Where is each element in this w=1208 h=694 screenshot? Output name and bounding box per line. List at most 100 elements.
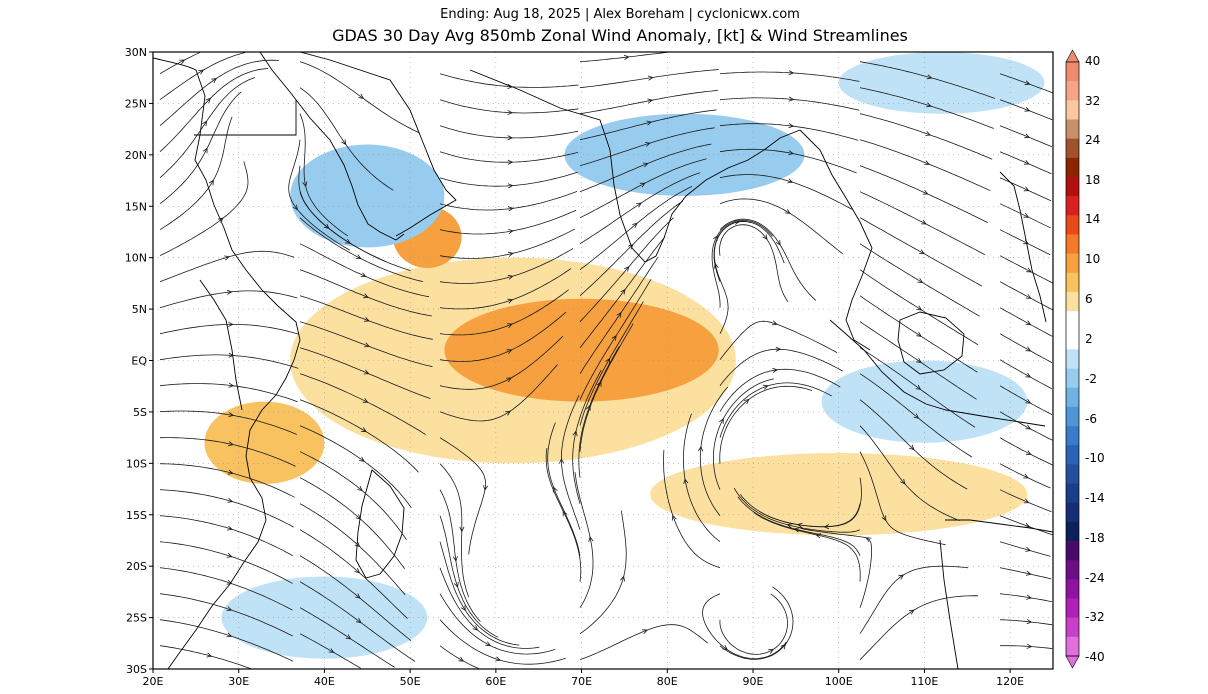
streamline [299, 269, 432, 317]
colorbar-label: 6 [1085, 292, 1093, 306]
streamline [859, 269, 979, 346]
lat-tick-label: 5S [133, 406, 147, 419]
streamline-arrow [768, 649, 774, 654]
lat-tick-label: 5N [132, 303, 147, 316]
streamline [579, 301, 644, 426]
streamline-arrow [206, 652, 213, 658]
lon-tick-label: 40E [314, 675, 335, 688]
colorbar-label: 2 [1085, 332, 1093, 346]
streamline-arrow [642, 162, 649, 168]
colorbar-swatch [1066, 311, 1079, 331]
borneo-coast [897, 311, 965, 375]
streamline [159, 619, 294, 662]
lat-tick-label: EQ [131, 355, 147, 368]
streamline-arrow [647, 98, 654, 104]
streamline-arrow [507, 159, 514, 165]
streamline-arrow [605, 357, 611, 364]
streamline-arrow [647, 75, 654, 81]
colorbar-swatch [1066, 330, 1079, 350]
lat-tick-label: 15S [126, 509, 147, 522]
streamline [299, 87, 394, 191]
streamline-arrow [227, 525, 233, 531]
streamline-arrow [1025, 424, 1032, 430]
streamline [999, 125, 1053, 148]
streamline [159, 116, 233, 231]
streamline-arrow [228, 441, 234, 447]
lat-tick-label: 30S [126, 663, 147, 676]
colorbar-swatch [1066, 387, 1079, 408]
streamline [439, 171, 578, 187]
streamline-arrow [788, 150, 794, 156]
streamline-arrow [620, 575, 625, 582]
streamline-arrow [227, 469, 234, 475]
streamline-arrow [772, 367, 778, 373]
streamline [719, 385, 813, 464]
streamline-arrow [786, 523, 793, 529]
streamline-arrow [355, 593, 361, 599]
streamline [719, 593, 788, 655]
streamline-arrow [559, 458, 565, 464]
streamline [159, 645, 252, 669]
colorbar-swatch [1066, 617, 1079, 638]
streamline [859, 165, 988, 223]
streamline-arrow [611, 335, 617, 341]
colorbar-swatch [1066, 560, 1079, 580]
streamline [159, 68, 269, 152]
arabia-coast [299, 52, 457, 237]
streamline [999, 385, 1053, 415]
streamline-arrow [495, 656, 502, 662]
streamline [999, 489, 1052, 513]
streamline [299, 607, 395, 668]
streamline-arrow [208, 179, 214, 186]
streamline-arrow [506, 323, 513, 329]
streamline-arrow [908, 609, 915, 615]
streamline-arrow [202, 120, 208, 127]
lat-tick-label: 20N [125, 149, 147, 162]
streamline-arrow [345, 634, 352, 640]
colorbar-label: 18 [1085, 173, 1100, 187]
streamline-arrow [683, 478, 689, 485]
se-asia-coast [799, 129, 873, 351]
streamline-arrow [1023, 159, 1030, 165]
streamline-arrow [572, 430, 578, 437]
streamline [579, 158, 707, 219]
streamline [859, 295, 978, 373]
chart-title: GDAS 30 Day Avg 850mb Zonal Wind Anomaly… [332, 26, 908, 45]
colorbar-swatch [1066, 368, 1079, 389]
streamline [439, 619, 566, 665]
lon-tick-label: 30E [228, 675, 249, 688]
streamline [299, 217, 424, 282]
philippines-coast [999, 171, 1047, 323]
streamline-arrow [1023, 498, 1030, 504]
streamline-arrow [1023, 239, 1030, 245]
streamline-arrow [1023, 186, 1030, 192]
streamline-arrow [356, 618, 362, 624]
streamline [737, 496, 861, 556]
streamline-arrow [355, 514, 362, 520]
streamline [439, 437, 487, 555]
streamline-arrow [642, 629, 649, 634]
streamline [999, 333, 1053, 363]
streamline [439, 209, 577, 235]
colorbar-swatch [1066, 138, 1079, 159]
streamline [859, 61, 996, 99]
streamline-arrow [865, 537, 872, 543]
border-egypt [194, 100, 297, 136]
streamline [560, 395, 581, 530]
lon-tick-label: 100E [825, 675, 853, 688]
colorbar-label: -14 [1085, 491, 1105, 505]
streamline-arrow [815, 533, 822, 539]
streamline-arrow [226, 579, 233, 585]
streamline [579, 52, 668, 63]
streamline [159, 354, 299, 369]
streamline-arrow [1023, 473, 1029, 479]
lat-tick-label: 15N [125, 200, 147, 213]
colorbar-swatch [1066, 349, 1079, 369]
streamline-arrow [507, 183, 514, 189]
streamline-arrow [698, 445, 704, 452]
colorbar-label: -10 [1085, 451, 1105, 465]
streamline [159, 515, 294, 557]
negative-anomaly-region [821, 360, 1028, 443]
streamline [439, 228, 575, 259]
